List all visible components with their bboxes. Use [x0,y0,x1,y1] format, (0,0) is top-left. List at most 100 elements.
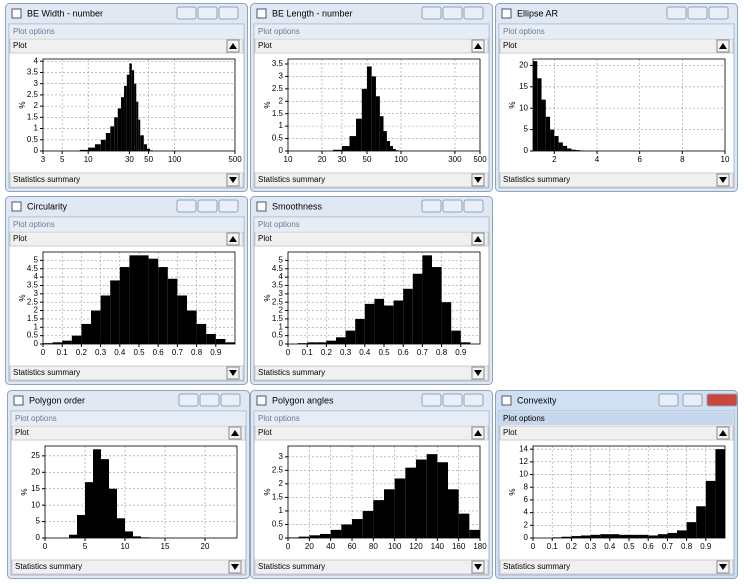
x-tick-label: 100 [168,155,182,164]
bar [307,342,317,344]
bar [109,488,117,538]
maximize-button[interactable] [199,393,220,407]
y-tick-label: 4.5 [27,264,39,273]
plot-header[interactable] [499,425,734,441]
y-tick-label: 4.5 [272,264,284,273]
x-tick-label: 0.2 [76,348,88,357]
options-label: Plot options [15,414,57,423]
window-icon [256,201,267,212]
y-tick-label: 12 [519,457,528,466]
bar [356,118,362,151]
bar [100,295,111,344]
options-label: Plot options [258,27,300,36]
window-title: Polygon order [29,395,85,405]
plot-header[interactable] [254,38,489,54]
window-title: BE Length - number [272,8,353,18]
options-header[interactable] [500,412,733,425]
up-arrow [229,236,237,242]
bar [148,258,159,344]
y-tick-label: 0 [279,146,284,155]
close-button[interactable] [220,393,241,407]
options-header[interactable] [500,25,733,38]
plot-header[interactable] [499,38,734,54]
up-arrow [229,43,237,49]
close-button[interactable] [463,6,484,20]
minimize-button[interactable] [666,6,687,20]
bar [432,267,442,344]
plot-header[interactable] [254,425,489,441]
maximize-button[interactable] [687,6,708,20]
summary-header[interactable] [9,172,244,188]
close-button[interactable] [708,6,729,20]
summary-header[interactable] [11,559,246,575]
close-button[interactable] [706,393,738,407]
minimize-button[interactable] [176,6,197,20]
x-tick-label: 50 [363,155,372,164]
down-arrow [229,177,237,183]
minimize-button[interactable] [178,393,199,407]
bar [131,70,135,151]
bar [366,66,372,151]
maximize-button[interactable] [197,6,218,20]
summary-header[interactable] [254,172,489,188]
plot-header[interactable] [254,231,489,247]
options-header[interactable] [10,218,243,231]
minimize-button[interactable] [176,199,197,213]
plot-header[interactable] [11,425,246,441]
maximize-button[interactable] [442,6,463,20]
bar [558,142,563,151]
bar [460,342,471,344]
maximize-button[interactable] [682,393,703,407]
maximize-button[interactable] [442,393,463,407]
bar [619,534,629,538]
up-arrow [231,430,239,436]
window-title: Smoothness [272,201,323,211]
maximize-button[interactable] [197,199,218,213]
bar [326,340,336,344]
close-button[interactable] [463,393,484,407]
bar [336,337,346,344]
x-tick-label: 0.7 [417,348,429,357]
minimize-button[interactable] [421,199,442,213]
summary-header[interactable] [254,365,489,381]
bar [361,88,367,151]
x-tick-label: 0.7 [662,542,674,551]
plot-frame [44,445,238,539]
options-header[interactable] [255,25,488,38]
options-header[interactable] [12,412,245,425]
minimize-button[interactable] [421,393,442,407]
minimize-button[interactable] [658,393,679,407]
bar [469,529,480,538]
bar [371,76,376,151]
bar [332,149,342,151]
x-tick-label: 0.1 [547,542,559,551]
options-header[interactable] [255,412,488,425]
maximize-button[interactable] [442,199,463,213]
bar [215,338,226,344]
bar [405,467,416,538]
bar [140,135,144,151]
bar [629,534,639,538]
summary-header[interactable] [9,365,244,381]
close-button[interactable] [463,199,484,213]
x-tick-label: 30 [337,155,346,164]
bar [561,536,572,538]
options-header[interactable] [10,25,243,38]
y-axis-label: % [20,488,29,495]
close-button[interactable] [218,199,239,213]
close-button[interactable] [218,6,239,20]
minimize-button[interactable] [421,6,442,20]
summary-header[interactable] [499,172,734,188]
x-tick-label: 0.9 [455,348,467,357]
bar [134,83,137,151]
plot-frame [42,58,236,152]
x-tick-label: 0.9 [210,348,222,357]
summary-header[interactable] [499,559,734,575]
options-header[interactable] [255,218,488,231]
y-tick-label: 4 [34,272,39,281]
summary-header[interactable] [254,559,489,575]
bar [105,133,111,151]
plot-header[interactable] [9,38,244,54]
plot-header[interactable] [9,231,244,247]
bar [85,482,93,538]
